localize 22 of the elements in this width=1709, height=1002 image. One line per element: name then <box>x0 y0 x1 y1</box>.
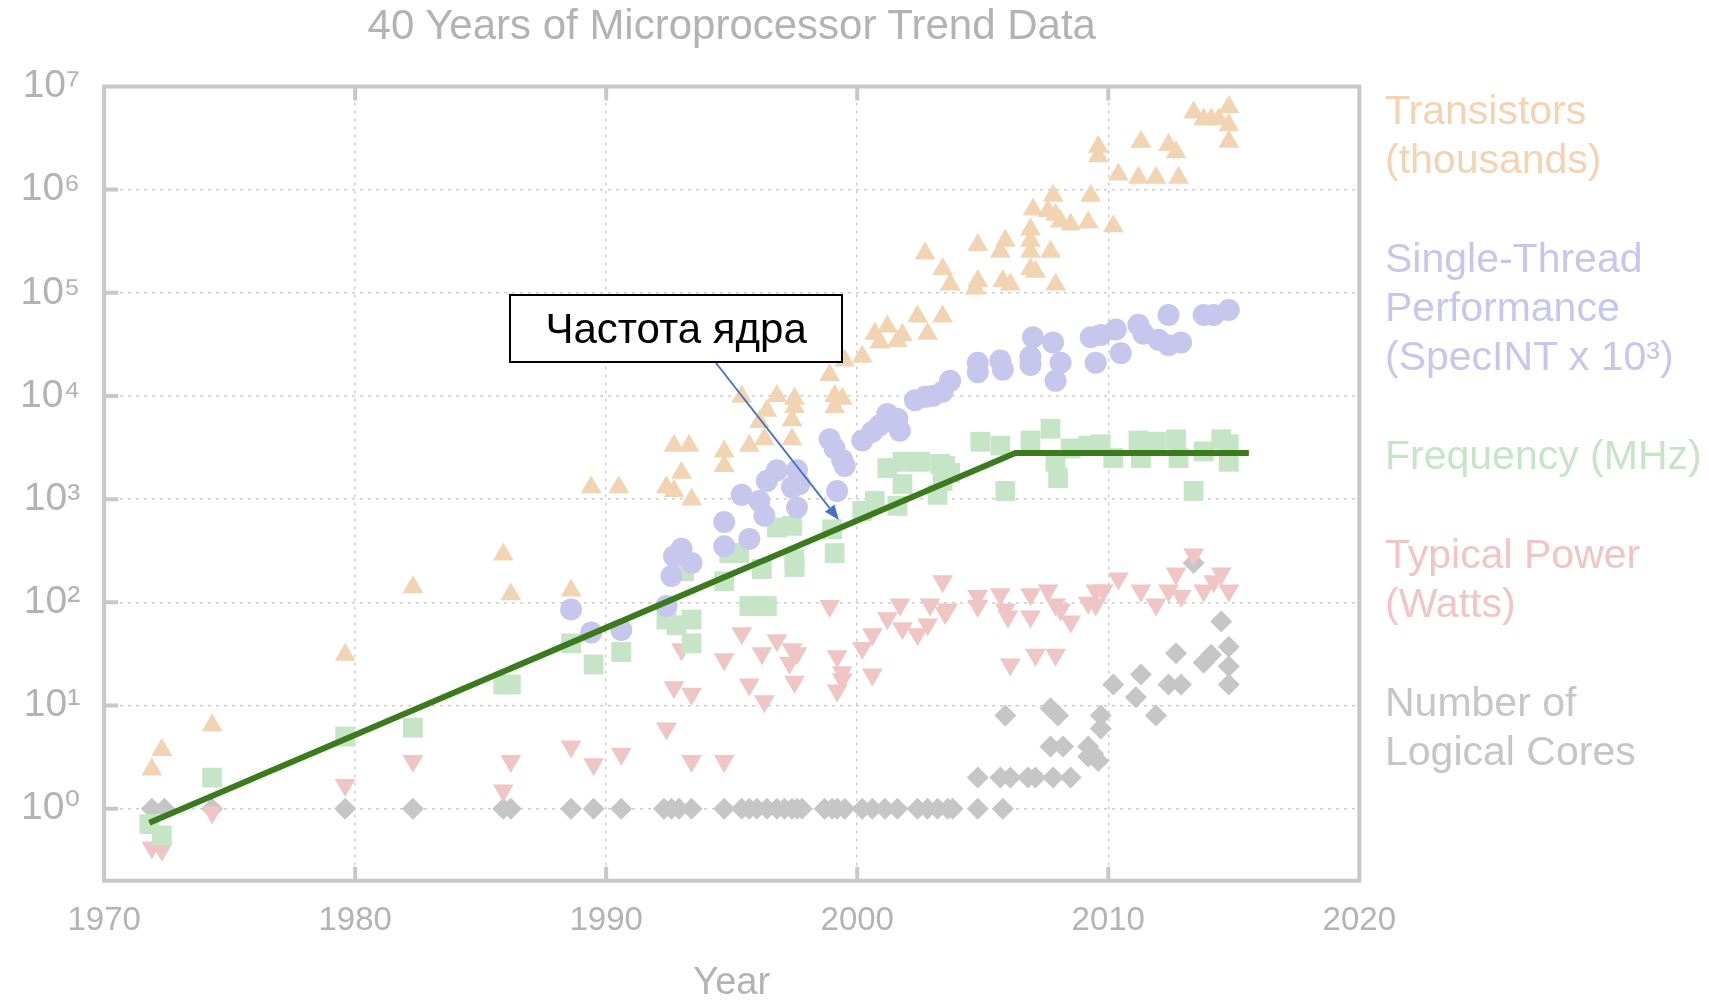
text: Typical Power (Watts) <box>1385 530 1642 628</box>
x-tick-label: 1970 <box>67 899 141 937</box>
annotation: Частота ядра <box>509 294 843 364</box>
x-tick-label: 1980 <box>318 899 392 937</box>
x-tick-label: 2020 <box>1322 899 1396 937</box>
y-tick-label: 10⁴ <box>20 371 81 415</box>
text: Frequency (MHz) <box>1385 431 1703 480</box>
y-tick-label: 10¹ <box>23 681 81 725</box>
y-tick-label: 10⁷ <box>22 62 81 106</box>
x-axis-title: Year <box>693 959 771 1002</box>
chart-title: 40 Years of Microprocessor Trend Data <box>367 0 1097 48</box>
text: Transistors (thousands) <box>1385 86 1603 184</box>
y-tick-label: 10³ <box>23 474 81 518</box>
y-tick-label: 10⁶ <box>20 165 81 209</box>
x-tick-label: 1990 <box>569 899 643 937</box>
y-tick-label: 10⁰ <box>21 784 81 828</box>
text: Number of Logical Cores <box>1385 678 1637 776</box>
x-tick-label: 2010 <box>1071 899 1145 937</box>
x-tick-label: 2000 <box>820 899 894 937</box>
text: Single-Thread Performance (SpecINT x 10³) <box>1385 234 1675 381</box>
y-tick-label: 10⁵ <box>20 268 81 312</box>
y-tick-label: 10² <box>23 578 81 622</box>
